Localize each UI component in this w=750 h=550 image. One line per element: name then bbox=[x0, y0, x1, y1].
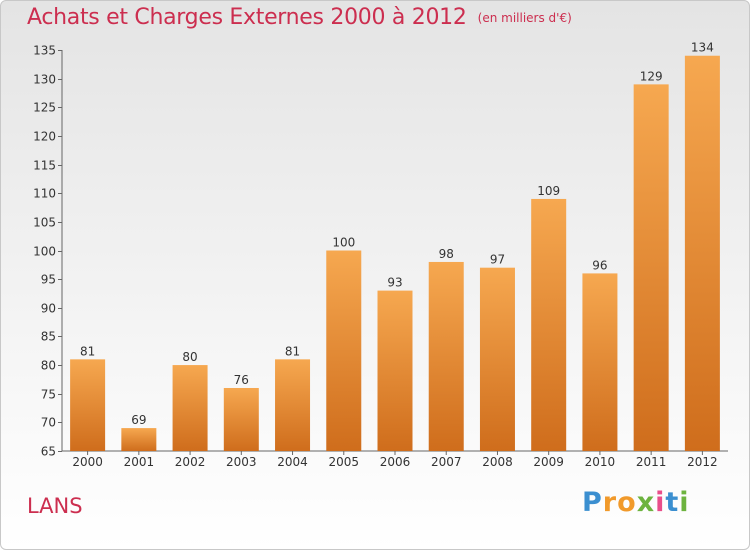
y-tick-label: 75 bbox=[41, 388, 56, 402]
x-tick-label: 2003 bbox=[226, 455, 257, 469]
bar-value-label: 93 bbox=[387, 276, 402, 290]
logo-letter: P bbox=[582, 487, 603, 518]
proxiti-logo: Proxiti bbox=[582, 487, 690, 518]
x-tick-label: 2006 bbox=[380, 455, 411, 469]
x-tick-label: 2009 bbox=[533, 455, 564, 469]
y-tick-label: 120 bbox=[33, 130, 56, 144]
x-tick-label: 2004 bbox=[277, 455, 308, 469]
bar-2010 bbox=[582, 273, 618, 451]
y-tick-label: 65 bbox=[41, 445, 56, 459]
bar-value-label: 96 bbox=[592, 258, 607, 272]
bar-value-label: 134 bbox=[691, 41, 714, 55]
y-tick-label: 70 bbox=[41, 416, 56, 430]
x-tick-label: 2012 bbox=[687, 455, 718, 469]
bar-2005 bbox=[326, 250, 362, 451]
bar-value-label: 81 bbox=[285, 344, 300, 358]
bar-2004 bbox=[275, 359, 311, 451]
bar-2009 bbox=[531, 198, 567, 451]
chart-title: Achats et Charges Externes 2000 à 2012 (… bbox=[27, 5, 572, 30]
bar-value-label: 97 bbox=[490, 253, 505, 267]
x-tick-label: 2010 bbox=[585, 455, 616, 469]
bar-value-label: 76 bbox=[234, 373, 249, 387]
bar-value-label: 81 bbox=[80, 344, 95, 358]
bar-2008 bbox=[479, 267, 515, 451]
bar-2007 bbox=[428, 261, 464, 451]
y-tick-label: 80 bbox=[41, 359, 56, 373]
y-tick-label: 125 bbox=[33, 101, 56, 115]
y-tick-label: 110 bbox=[33, 187, 56, 201]
logo-letter: i bbox=[655, 487, 666, 518]
title-main: Achats et Charges Externes 2000 à 2012 bbox=[27, 5, 467, 30]
y-tick-label: 105 bbox=[33, 216, 56, 230]
logo-letter: r bbox=[602, 487, 618, 518]
bar-2006 bbox=[377, 290, 413, 451]
y-tick-label: 100 bbox=[33, 245, 56, 259]
y-tick-label: 130 bbox=[33, 73, 56, 87]
bar-value-label: 98 bbox=[439, 247, 454, 261]
x-tick-label: 2005 bbox=[328, 455, 359, 469]
x-tick-label: 2000 bbox=[72, 455, 103, 469]
bar-2012 bbox=[684, 55, 720, 451]
bar-2011 bbox=[633, 84, 669, 451]
bar-2001 bbox=[121, 428, 157, 451]
bar-value-label: 100 bbox=[332, 236, 355, 250]
x-tick-label: 2008 bbox=[482, 455, 513, 469]
bar-2003 bbox=[223, 387, 259, 451]
bar-value-label: 80 bbox=[182, 350, 197, 364]
bar-value-label: 129 bbox=[640, 69, 663, 83]
bar-2000 bbox=[70, 359, 106, 451]
y-tick-label: 85 bbox=[41, 330, 56, 344]
y-tick-label: 90 bbox=[41, 302, 56, 316]
y-tick-label: 135 bbox=[33, 44, 56, 58]
x-tick-label: 2002 bbox=[175, 455, 206, 469]
logo-letter: i bbox=[679, 487, 690, 518]
logo-letter: x bbox=[636, 487, 656, 518]
y-tick-label: 95 bbox=[41, 273, 56, 287]
place-name: LANS bbox=[27, 494, 83, 518]
logo-letter: o bbox=[617, 487, 637, 518]
y-tick-label: 115 bbox=[33, 159, 56, 173]
bar-value-label: 69 bbox=[131, 413, 146, 427]
x-tick-label: 2007 bbox=[431, 455, 462, 469]
x-tick-label: 2011 bbox=[636, 455, 667, 469]
bar-value-label: 109 bbox=[537, 184, 560, 198]
x-tick-label: 2001 bbox=[124, 455, 155, 469]
title-unit: (en milliers d'€) bbox=[477, 11, 572, 25]
bar-2002 bbox=[172, 365, 208, 451]
logo-letter: t bbox=[665, 487, 680, 518]
